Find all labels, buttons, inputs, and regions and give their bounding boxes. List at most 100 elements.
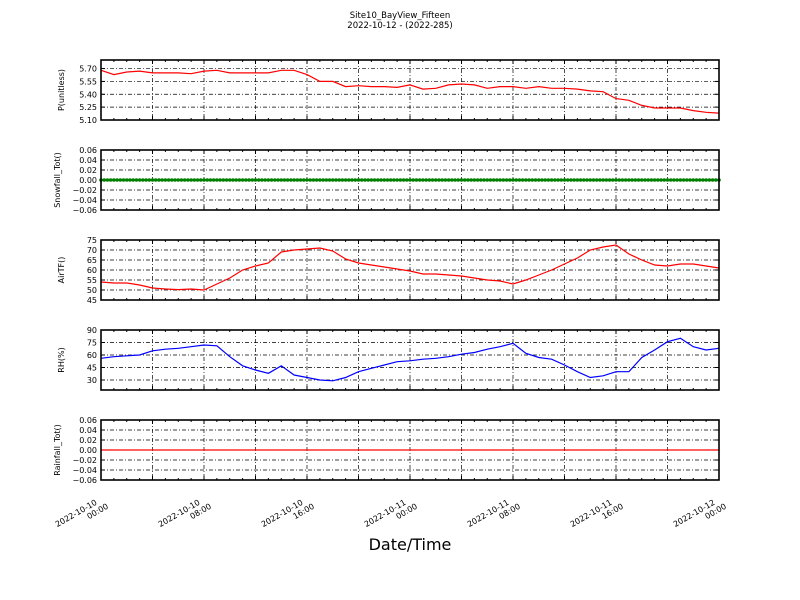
data-point (314, 178, 319, 182)
data-point (195, 178, 200, 182)
data-point (273, 178, 277, 182)
y-tick-label: 0.06 (79, 416, 97, 425)
data-point (263, 178, 267, 182)
y-tick-label: −0.06 (72, 476, 97, 485)
y-axis-label: AirTF() (57, 257, 66, 284)
data-point (363, 178, 367, 182)
data-point (417, 178, 422, 182)
data-point (633, 178, 638, 182)
data-point (623, 178, 628, 182)
y-tick-label: 75 (87, 339, 97, 348)
y-tick-label: −0.02 (72, 456, 97, 465)
subplot-4: 30 45 60 75 90 RH(%) (57, 326, 720, 391)
x-tick-label: 2022-10-1116:00 (569, 494, 625, 537)
data-point (247, 178, 251, 182)
y-tick-label: 45 (87, 296, 97, 305)
data-point (118, 178, 123, 182)
axes-frame (100, 59, 720, 121)
y-tick-label: −0.04 (72, 466, 97, 475)
data-point (102, 178, 107, 182)
data-point (240, 178, 245, 182)
data-point (459, 178, 464, 182)
data-point (437, 178, 441, 182)
data-point (350, 178, 354, 182)
data-point (713, 178, 718, 182)
y-tick-label: 0.06 (79, 146, 97, 155)
data-point (182, 178, 187, 182)
data-point (536, 178, 541, 182)
data-point (453, 178, 457, 182)
data-point (491, 178, 496, 182)
data-point (105, 178, 110, 182)
data-point (256, 178, 261, 182)
data-point (285, 178, 290, 182)
data-point (556, 178, 560, 182)
data-point (218, 178, 222, 182)
data-point (330, 178, 335, 182)
y-tick-label: 70 (87, 246, 97, 255)
data-point (565, 178, 570, 182)
y-tick-label: 0.04 (79, 156, 97, 165)
data-point (462, 178, 467, 182)
data-point (691, 178, 696, 182)
data-point (652, 178, 657, 182)
data-point (485, 178, 490, 182)
data-point (527, 178, 531, 182)
y-tick-label: 5.70 (79, 65, 97, 74)
data-point (347, 178, 351, 182)
data-point (334, 178, 338, 182)
data-point (179, 178, 184, 182)
data-point (643, 178, 647, 182)
data-point (546, 178, 551, 182)
data-point (694, 178, 699, 182)
data-point (607, 178, 612, 182)
data-point (414, 178, 419, 182)
data-point (237, 178, 242, 182)
data-point (649, 178, 654, 182)
y-tick-label: 0.02 (79, 436, 97, 445)
data-point (659, 178, 663, 182)
x-tick-label: 2022-10-1000:00 (54, 494, 110, 537)
data-point (549, 178, 554, 182)
data-point (443, 178, 448, 182)
data-point (688, 178, 692, 182)
data-point (356, 178, 361, 182)
data-point (582, 178, 586, 182)
data-point (395, 178, 399, 182)
data-point (433, 178, 438, 182)
data-point (153, 178, 158, 182)
data-point (594, 178, 599, 182)
data-point (279, 178, 284, 182)
data-point (208, 178, 213, 182)
data-point (137, 178, 142, 182)
data-point (575, 178, 580, 182)
data-point (301, 178, 306, 182)
data-point (150, 178, 155, 182)
data-point (192, 178, 197, 182)
data-point (517, 178, 522, 182)
data-point (533, 178, 538, 182)
data-point (543, 178, 547, 182)
data-point (408, 178, 412, 182)
data-point (160, 178, 164, 182)
data-point (627, 178, 631, 182)
data-point (504, 178, 509, 182)
data-point (675, 178, 679, 182)
data-point (147, 178, 152, 182)
subtitle-text: 2022-10-12 - (2022-285) (347, 21, 453, 31)
data-point (488, 178, 493, 182)
x-axis-label: Date/Time (368, 535, 452, 554)
x-tick-label: 2022-10-1200:00 (672, 494, 728, 537)
series-line (100, 69, 720, 114)
data-point (630, 178, 634, 182)
data-point (173, 178, 177, 182)
data-point (244, 178, 248, 182)
y-tick-label: 5.55 (79, 77, 97, 86)
y-tick-label: 45 (87, 364, 97, 373)
data-point (227, 178, 232, 182)
data-point (469, 178, 473, 182)
data-point (337, 178, 341, 182)
axes-frame (100, 419, 720, 481)
